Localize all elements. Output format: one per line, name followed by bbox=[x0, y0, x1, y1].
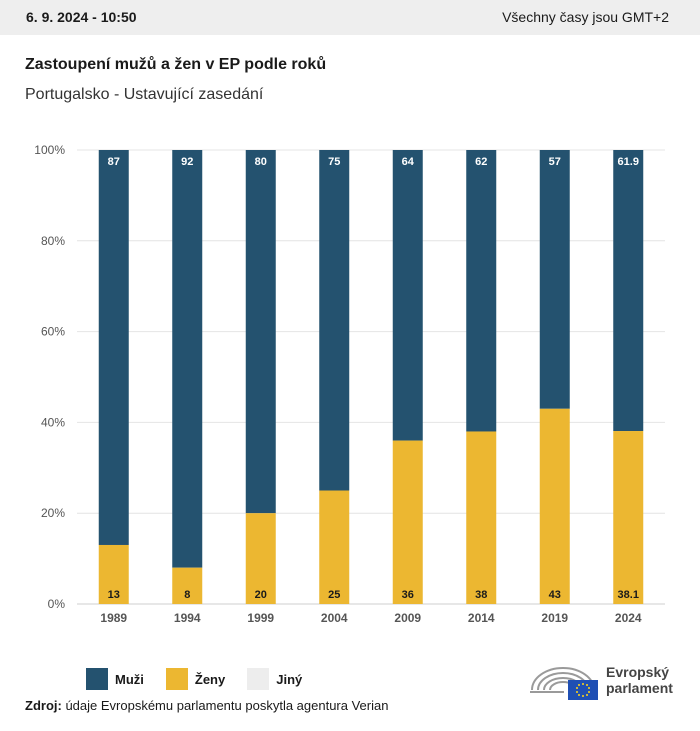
stacked-bar-chart: 0% 20% 40% 60% 80% 100% 87 13 1989 92 8 1994 80 20 199… bbox=[34, 143, 665, 625]
data-label-women: 38 bbox=[475, 589, 487, 601]
legend-swatch-women bbox=[165, 668, 188, 690]
bar-men bbox=[539, 150, 570, 409]
bar-men bbox=[172, 150, 203, 568]
bar-men bbox=[613, 150, 644, 432]
bar-women bbox=[319, 490, 350, 604]
y-tick-label: 60% bbox=[41, 325, 65, 339]
data-label-men: 75 bbox=[328, 156, 340, 168]
legend-item-other: Jiný bbox=[247, 668, 302, 690]
eu-flag-icon bbox=[568, 680, 598, 700]
data-label-men: 92 bbox=[181, 156, 193, 168]
y-tick-label: 80% bbox=[41, 234, 65, 248]
bar-women bbox=[466, 431, 497, 604]
x-tick-label: 2009 bbox=[394, 611, 421, 625]
bar-women bbox=[98, 544, 129, 604]
x-tick-label: 1994 bbox=[174, 611, 201, 625]
data-label-men: 57 bbox=[549, 156, 561, 168]
bar-men bbox=[245, 150, 276, 514]
legend-label-women: Ženy bbox=[194, 671, 226, 687]
x-tick-label: 2024 bbox=[615, 611, 642, 625]
bar-men bbox=[319, 150, 350, 491]
data-label-women: 13 bbox=[108, 589, 120, 601]
bar-women bbox=[613, 431, 644, 604]
x-tick-label: 1999 bbox=[247, 611, 274, 625]
data-label-men: 64 bbox=[402, 156, 415, 168]
bar-men bbox=[392, 150, 423, 441]
data-label-women: 25 bbox=[328, 589, 340, 601]
legend-item-women: Ženy bbox=[165, 668, 226, 690]
logo-line-2: parlament bbox=[606, 680, 673, 696]
legend-item-men: Muži bbox=[86, 668, 144, 690]
legend: Muži Ženy Jiný bbox=[86, 668, 324, 690]
data-label-women: 8 bbox=[184, 589, 190, 601]
x-tick-label: 2004 bbox=[321, 611, 348, 625]
bar-women bbox=[539, 408, 570, 604]
bar-women bbox=[245, 513, 276, 604]
data-label-women: 38.1 bbox=[618, 589, 639, 601]
top-bar: 6. 9. 2024 - 10:50 Všechny časy jsou GMT… bbox=[0, 0, 700, 35]
source-lead: Zdroj: bbox=[25, 698, 62, 713]
source-note: Zdroj: údaje Evropskému parlamentu posky… bbox=[25, 698, 388, 713]
legend-swatch-other bbox=[247, 668, 270, 690]
data-label-men: 80 bbox=[255, 156, 267, 168]
timestamp: 6. 9. 2024 - 10:50 bbox=[26, 9, 137, 25]
logo-line-1: Evropský bbox=[606, 664, 670, 680]
legend-swatch-men bbox=[86, 668, 108, 690]
bar-men bbox=[466, 150, 497, 432]
data-label-women: 20 bbox=[255, 589, 267, 601]
bar-women bbox=[392, 440, 423, 604]
x-tick-label: 2019 bbox=[541, 611, 568, 625]
y-tick-label: 40% bbox=[41, 415, 65, 429]
bar-men bbox=[98, 150, 129, 545]
data-label-men: 61.9 bbox=[618, 156, 639, 168]
ep-logo: Evropský parlament bbox=[528, 660, 673, 700]
legend-label-men: Muži bbox=[115, 671, 144, 687]
data-label-men: 87 bbox=[108, 156, 120, 168]
legend-label-other: Jiný bbox=[276, 671, 303, 687]
source-text: údaje Evropskému parlamentu poskytla age… bbox=[61, 698, 389, 713]
chart-subtitle: Portugalsko - Ustavující zasedání bbox=[25, 86, 264, 103]
bar-women bbox=[172, 567, 203, 604]
y-tick-label: 0% bbox=[48, 597, 66, 611]
logo-text: Evropský parlament bbox=[606, 664, 673, 696]
data-label-women: 43 bbox=[549, 589, 561, 601]
timezone-note: Všechny časy jsou GMT+2 bbox=[502, 9, 669, 25]
y-tick-label: 100% bbox=[34, 143, 65, 157]
data-label-men: 62 bbox=[475, 156, 487, 168]
y-tick-label: 20% bbox=[41, 506, 65, 520]
data-label-women: 36 bbox=[402, 589, 414, 601]
chart-title: Zastoupení mužů a žen v EP podle roků bbox=[25, 56, 327, 73]
x-tick-label: 1989 bbox=[100, 611, 127, 625]
x-tick-label: 2014 bbox=[468, 611, 495, 625]
